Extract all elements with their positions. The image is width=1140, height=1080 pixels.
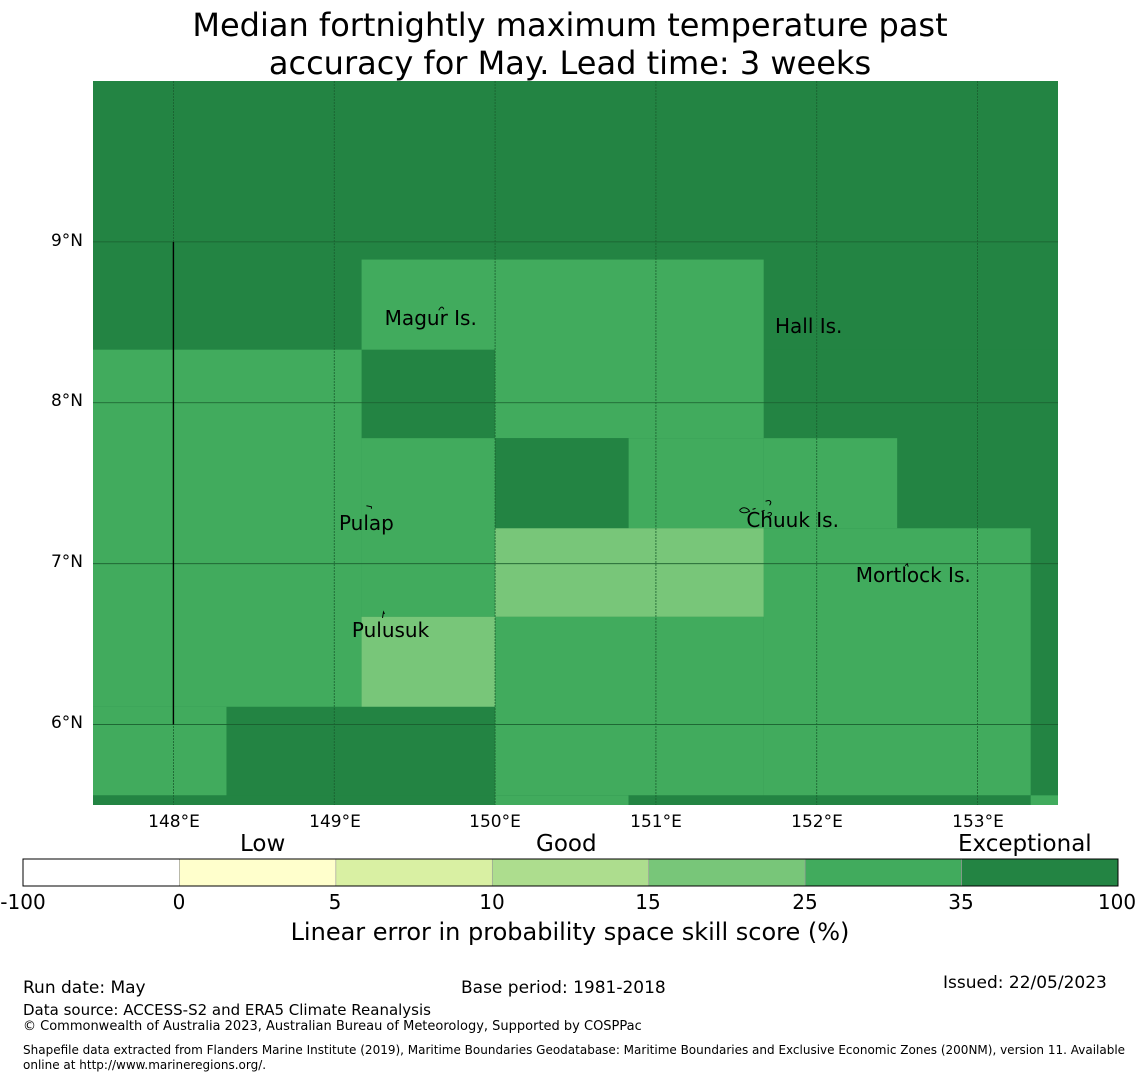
cb-tick-35: 35 bbox=[948, 890, 974, 914]
skill-map bbox=[93, 81, 1058, 805]
skill-cell bbox=[361, 259, 496, 350]
lon-tick-152e: 152°E bbox=[791, 812, 843, 832]
colorbar-band bbox=[179, 858, 337, 887]
skill-cell bbox=[1030, 795, 1058, 805]
skill-cell bbox=[628, 795, 1031, 805]
skill-cell bbox=[763, 528, 1031, 796]
cb-tick-25: 25 bbox=[792, 890, 818, 914]
title-line-1: Median fortnightly maximum temperature p… bbox=[192, 6, 948, 44]
skill-cell bbox=[495, 438, 629, 529]
copyright: © Commonwealth of Australia 2023, Austra… bbox=[23, 1019, 642, 1034]
cb-tick-5: 5 bbox=[328, 890, 342, 914]
colorbar-band bbox=[335, 858, 493, 887]
colorbar-band bbox=[491, 858, 650, 887]
colorbar-band bbox=[804, 858, 962, 887]
skill-map-canvas bbox=[93, 81, 1058, 805]
lon-tick-149e: 149°E bbox=[309, 812, 361, 832]
category-exceptional: Exceptional bbox=[958, 831, 1092, 857]
skill-cell bbox=[93, 349, 362, 707]
cb-tick-100: 100 bbox=[1097, 890, 1137, 914]
skill-cell bbox=[93, 706, 227, 796]
skill-cell bbox=[763, 438, 898, 529]
run-date: Run date: May bbox=[23, 978, 146, 998]
lon-tick-148e: 148°E bbox=[148, 812, 200, 832]
skill-cell bbox=[93, 795, 629, 805]
colorbar-band bbox=[961, 858, 1119, 887]
skill-cell bbox=[628, 438, 764, 529]
category-low: Low bbox=[240, 831, 286, 857]
skill-cell bbox=[495, 795, 629, 805]
lat-tick-7n: 7°N bbox=[50, 552, 83, 572]
category-good: Good bbox=[536, 831, 597, 857]
colorbar-band bbox=[648, 858, 806, 887]
skill-cell bbox=[495, 528, 764, 617]
skill-cell bbox=[361, 438, 496, 617]
chart-title: Median fortnightly maximum temperature p… bbox=[0, 6, 1140, 82]
skill-cell bbox=[495, 616, 764, 796]
base-period: Base period: 1981-2018 bbox=[461, 978, 666, 998]
shapefile-credit-line-2: online at http://www.marineregions.org/. bbox=[23, 1058, 267, 1072]
lat-tick-9n: 9°N bbox=[50, 231, 83, 251]
colorbar-outline bbox=[22, 858, 1119, 887]
cb-tick-minus100: -100 bbox=[0, 890, 46, 914]
lon-tick-151e: 151°E bbox=[630, 812, 682, 832]
place-label: Magur Is. bbox=[384, 305, 477, 330]
skill-cell bbox=[226, 706, 496, 796]
title-line-2: accuracy for May. Lead time: 3 weeks bbox=[268, 44, 872, 82]
colorbar bbox=[22, 858, 1119, 887]
shapefile-credit-line-1: Shapefile data extracted from Flanders M… bbox=[23, 1043, 1126, 1057]
cb-tick-15: 15 bbox=[635, 890, 661, 914]
place-label: Mortlock Is. bbox=[855, 562, 971, 587]
island-outline bbox=[904, 562, 909, 567]
lat-tick-8n: 8°N bbox=[50, 391, 83, 411]
shapefile-credit: Shapefile data extracted from Flanders M… bbox=[23, 1043, 1138, 1073]
island-outline bbox=[739, 500, 772, 517]
colorbar-label: Linear error in probability space skill … bbox=[290, 918, 850, 946]
lon-tick-150e: 150°E bbox=[469, 812, 521, 832]
island-outline bbox=[382, 610, 385, 619]
lat-tick-6n: 6°N bbox=[50, 713, 83, 733]
place-label: Pulusuk bbox=[351, 617, 430, 642]
place-label: Chuuk Is. bbox=[746, 508, 839, 533]
place-label: Hall Is. bbox=[774, 313, 843, 338]
lon-tick-153e: 153°E bbox=[952, 812, 1004, 832]
cb-tick-0: 0 bbox=[172, 890, 186, 914]
skill-cell bbox=[361, 616, 496, 707]
colorbar-band bbox=[22, 858, 180, 887]
island-outline bbox=[438, 306, 445, 311]
data-source: Data source: ACCESS-S2 and ERA5 Climate … bbox=[23, 1001, 431, 1019]
skill-cell bbox=[495, 259, 764, 439]
island-outline bbox=[366, 505, 372, 509]
issued-date: Issued: 22/05/2023 bbox=[943, 973, 1107, 993]
place-label: Pulap bbox=[338, 511, 394, 536]
cb-tick-10: 10 bbox=[479, 890, 505, 914]
